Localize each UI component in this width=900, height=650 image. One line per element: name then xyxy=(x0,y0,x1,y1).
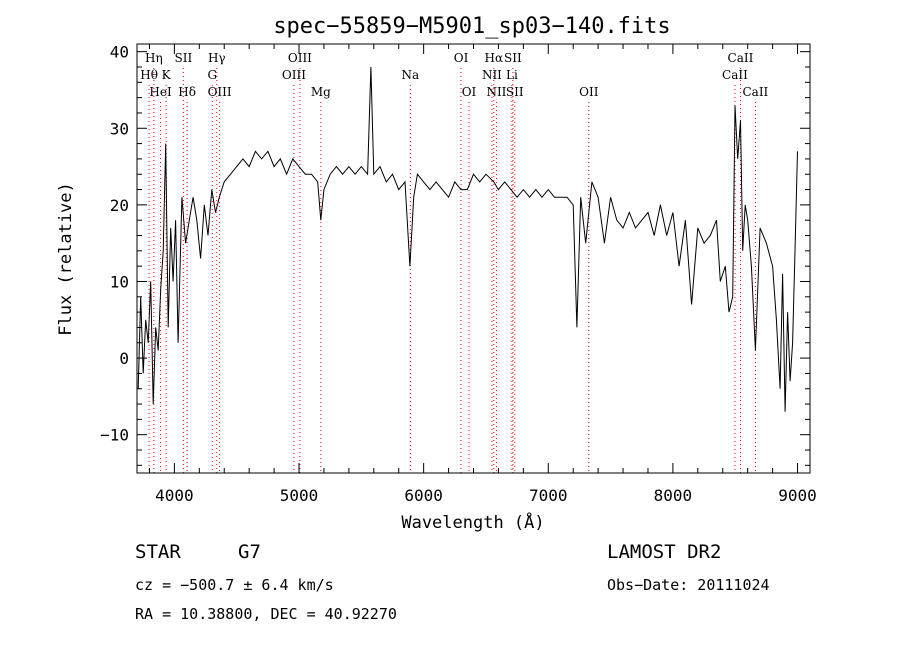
spectral-line-label: Hα xyxy=(485,51,504,65)
survey-name: LAMOST DR2 xyxy=(607,541,722,563)
object-subclass: G7 xyxy=(238,541,261,563)
spectral-line-label: NII xyxy=(482,68,502,82)
y-tick-label: 20 xyxy=(110,196,129,215)
y-axis: −10 0 10 20 30 40 xyxy=(100,43,810,466)
coordinates-text: RA = 10.38800, DEC = 40.92270 xyxy=(135,605,397,623)
redshift-text: cz = −500.7 ± 6.4 km/s xyxy=(135,576,334,594)
spectral-line-label: HeI xyxy=(149,85,172,99)
spectral-line-label: G xyxy=(207,68,217,82)
spectral-line-label: SII xyxy=(504,51,522,65)
x-tick-label: 4000 xyxy=(155,486,194,505)
spectral-line-label: Hδ xyxy=(178,85,196,99)
x-tick-label: 6000 xyxy=(404,486,443,505)
spectral-line-label: CaII xyxy=(728,51,754,65)
x-tick-label: 9000 xyxy=(778,486,817,505)
spectral-line-label: SII xyxy=(506,85,524,99)
spectrum-line xyxy=(137,66,798,412)
y-tick-label: 0 xyxy=(119,349,129,368)
spectral-line-label: OI xyxy=(454,51,469,65)
x-axis: 4000 5000 6000 7000 8000 9000 xyxy=(148,44,817,505)
spectral-line-label: K xyxy=(162,68,172,82)
object-class: STAR xyxy=(135,541,181,563)
spectral-line-label: Mg xyxy=(311,85,331,99)
y-tick-label: −10 xyxy=(100,426,129,445)
x-tick-label: 5000 xyxy=(280,486,319,505)
spectral-line-label: OIII xyxy=(208,85,232,99)
chart-title: spec−55859−M5901_sp03−140.fits xyxy=(273,14,670,39)
spectral-line-label: OI xyxy=(462,85,477,99)
y-tick-label: 40 xyxy=(110,43,129,62)
spectral-line-label: CaII xyxy=(742,85,768,99)
spectral-line-label: Hθ xyxy=(140,68,158,82)
spectral-line-label: Hγ xyxy=(208,51,226,65)
spectral-line-label: CaII xyxy=(722,68,748,82)
y-tick-label: 10 xyxy=(110,272,129,291)
plot-frame xyxy=(136,43,811,474)
x-axis-label: Wavelength (Å) xyxy=(401,511,544,533)
y-tick-label: 30 xyxy=(110,119,129,138)
x-tick-label: 7000 xyxy=(529,486,568,505)
y-axis-label: Flux (relative) xyxy=(56,182,76,336)
spectral-line-label: Li xyxy=(506,68,518,82)
spectral-line-label: OII xyxy=(579,85,599,99)
spectral-line-label: OIII xyxy=(288,51,312,65)
spectral-line-label: OIII xyxy=(282,68,306,82)
spectral-line-label: Na xyxy=(401,68,419,82)
obs-date-text: Obs−Date: 20111024 xyxy=(607,576,770,594)
spectral-line-label: NII xyxy=(486,85,506,99)
spectral-line-label: SII xyxy=(175,51,193,65)
spectral-line-label: Hη xyxy=(145,51,163,65)
x-tick-label: 8000 xyxy=(654,486,693,505)
